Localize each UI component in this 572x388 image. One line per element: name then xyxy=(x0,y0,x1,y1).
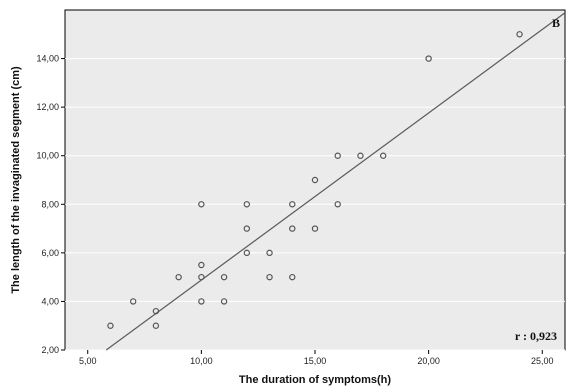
data-point xyxy=(243,201,251,208)
x-tick-label: 15,00 xyxy=(304,356,327,366)
data-point xyxy=(152,322,160,329)
data-point xyxy=(243,249,251,257)
data-point xyxy=(175,273,182,281)
x-tick-label: 25,00 xyxy=(531,356,554,366)
data-point xyxy=(266,249,273,257)
data-point xyxy=(516,31,523,38)
x-axis-title: The duration of symptoms(h) xyxy=(239,374,392,386)
fit-line xyxy=(105,12,566,351)
x-axis: 5,00 10,00 15,00 20,00 25,00 xyxy=(79,350,554,366)
data-point xyxy=(311,176,319,184)
data-point xyxy=(334,201,341,208)
data-point xyxy=(379,152,387,159)
data-point xyxy=(198,261,205,269)
y-tick-label: 12,00 xyxy=(36,102,59,112)
data-point xyxy=(198,201,205,208)
correlation-annotation: r : 0,923 xyxy=(515,329,557,343)
y-tick-label: 10,00 xyxy=(36,151,59,161)
data-point xyxy=(220,298,228,305)
x-tick-label: 20,00 xyxy=(417,356,440,366)
y-tick-label: 4,00 xyxy=(41,296,59,306)
y-tick-label: 8,00 xyxy=(41,199,59,209)
data-point xyxy=(198,298,205,305)
data-point xyxy=(289,225,296,232)
data-point xyxy=(357,152,364,159)
panel-label: B xyxy=(552,16,560,30)
y-tick-label: 14,00 xyxy=(36,54,59,64)
data-point xyxy=(266,273,273,281)
data-points xyxy=(107,31,523,329)
data-point xyxy=(289,273,296,281)
data-point xyxy=(129,298,137,305)
data-point xyxy=(311,225,319,232)
x-tick-label: 5,00 xyxy=(79,356,97,366)
plot-area xyxy=(64,9,566,351)
data-point xyxy=(198,273,205,281)
fit-line-group xyxy=(105,12,566,351)
data-point xyxy=(220,273,228,281)
data-point xyxy=(425,55,432,62)
y-axis: 2,00 4,00 6,00 8,00 10,00 12,00 14,00 xyxy=(36,54,65,355)
data-point xyxy=(243,225,251,232)
data-point xyxy=(152,307,160,315)
data-point xyxy=(107,322,114,329)
y-axis-title: The length of the invaginated segment (c… xyxy=(10,66,22,294)
data-point xyxy=(289,201,296,208)
y-tick-label: 2,00 xyxy=(41,345,59,355)
gridlines xyxy=(65,58,565,351)
y-tick-label: 6,00 xyxy=(41,248,59,258)
data-point xyxy=(334,152,341,159)
x-tick-label: 10,00 xyxy=(190,356,213,366)
